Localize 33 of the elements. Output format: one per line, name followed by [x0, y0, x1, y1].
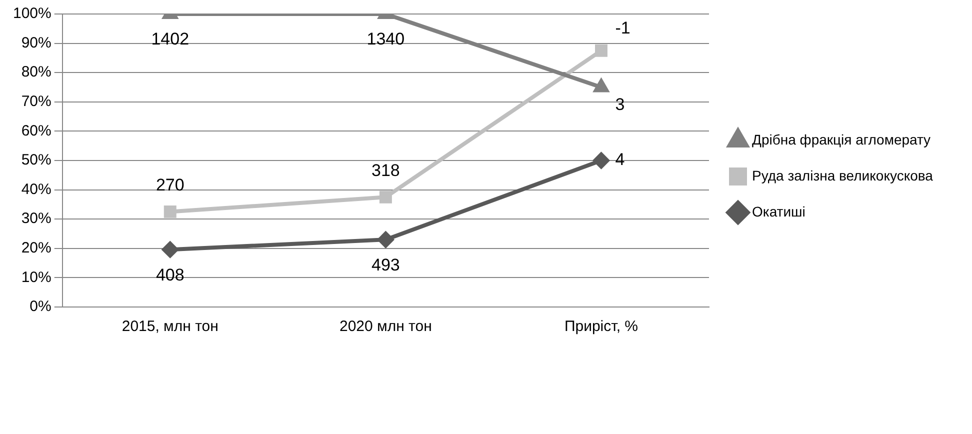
y-tick-label: 0% [30, 298, 52, 316]
annotation: 318 [371, 160, 400, 180]
y-tick-label: 90% [21, 34, 52, 52]
annotation: 3 [615, 94, 625, 114]
point [164, 206, 176, 218]
point [378, 232, 394, 248]
x-tick-label: 2015, млн тон [122, 318, 218, 336]
annotation: 4 [615, 150, 625, 170]
annotation: -1 [615, 18, 630, 38]
y-tick-label: 50% [21, 152, 52, 169]
y-tick-label: 20% [21, 240, 52, 257]
annotation: 493 [371, 255, 400, 274]
annotation: 1340 [366, 30, 405, 49]
annotation: 270 [156, 175, 184, 194]
legend-label: Руда залізна великокускова [752, 167, 934, 184]
legend-label: Окатиші [752, 203, 806, 220]
y-tick-label: 60% [21, 122, 52, 140]
y-tick-label: 100% [12, 5, 52, 22]
x-tick-label: 2020 млн тон [339, 318, 432, 336]
annotation: 408 [156, 265, 184, 284]
y-tick-label: 30% [21, 210, 52, 228]
point [379, 190, 392, 204]
annotation: 1402 [151, 30, 190, 49]
point [594, 79, 608, 92]
x-tick-label: Приріст, % [564, 318, 638, 336]
point [162, 242, 178, 258]
y-tick-label: 10% [21, 268, 52, 286]
point [594, 44, 608, 57]
y-tick-label: 70% [21, 93, 52, 110]
y-tick-label: 40% [21, 180, 52, 198]
legend-label: Дрібна фракція агломерату [752, 131, 931, 148]
point [593, 152, 610, 168]
y-tick-label: 80% [21, 64, 52, 81]
